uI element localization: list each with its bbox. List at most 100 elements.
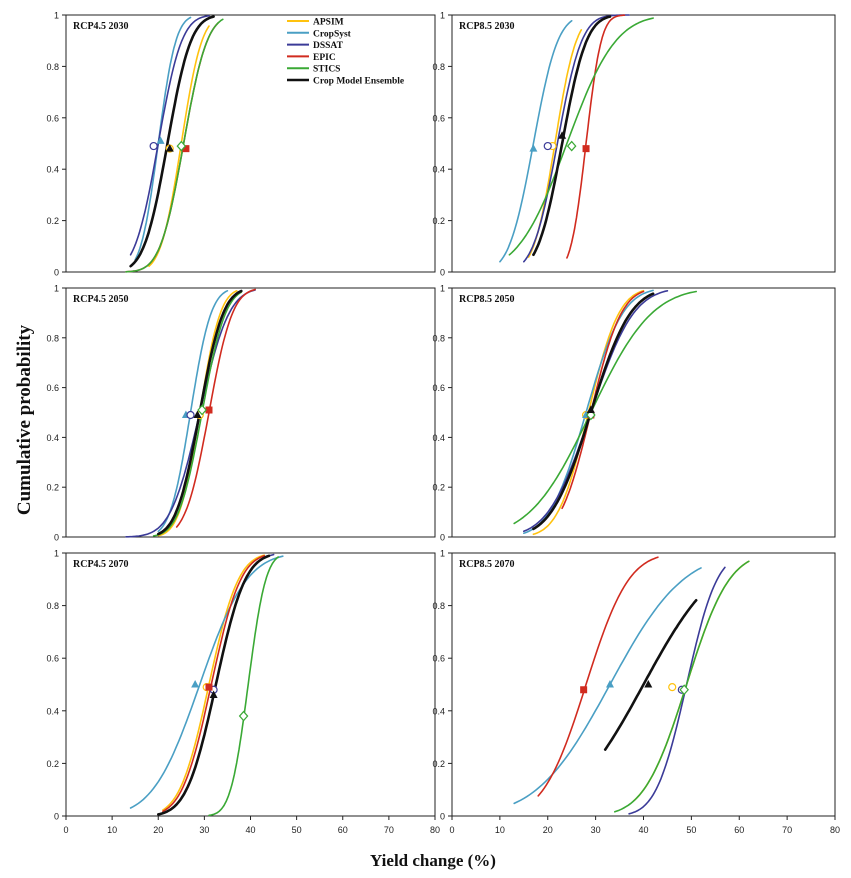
x-tick-label: 70 [782,825,792,835]
y-tick-label: 1 [440,549,445,559]
y-tick-label: 0.6 [432,654,445,664]
panel-title: RCP8.5 2070 [459,559,515,570]
y-tick-label: 0.8 [432,62,445,72]
y-tick-label: 0.2 [46,216,59,226]
y-tick-label: 0 [440,533,445,543]
legend-item-stics: STICS [287,65,340,75]
series-line-apsim [162,554,266,811]
median-marker-crop-model-ensemble [586,405,595,414]
x-tick-label: 60 [338,825,348,835]
median-marker-cropsyst [191,680,200,688]
median-marker-dssat [543,141,552,151]
x-tick-label: 30 [591,825,601,835]
panel-title: RCP8.5 2030 [459,21,515,32]
y-tick-label: 1 [440,11,445,21]
y-tick-label: 0.8 [432,333,445,343]
series-line-epic [561,290,645,510]
x-tick-label: 40 [245,825,255,835]
y-tick-label: 0.2 [432,483,445,493]
x-tick-label: 70 [384,825,394,835]
y-tick-label: 0.6 [46,654,59,664]
panel-title: RCP8.5 2050 [459,294,515,305]
panel-title: RCP4.5 2050 [73,294,129,305]
panel-frame [65,552,436,817]
y-tick-label: 0.2 [46,759,59,769]
series-line-dssat [125,289,256,538]
median-marker-dssat [149,141,158,151]
x-tick-label: 50 [686,825,696,835]
series-line-epic [537,556,659,797]
median-marker-cropsyst [605,680,614,688]
series-line-cropsyst [134,16,192,261]
y-tick-label: 0 [54,812,59,822]
legend-item-epic: EPIC [287,53,336,63]
median-marker-stics [176,140,187,152]
y-tick-label: 0.4 [432,165,445,175]
legend-label: Crop Model Ensemble [313,77,404,87]
y-tick-label: 0.4 [46,433,59,443]
x-tick-label: 20 [543,825,553,835]
series-line-stics [613,560,750,813]
series-line-epic [162,554,266,813]
y-tick-label: 0.4 [432,433,445,443]
median-marker-crop-model-ensemble [558,131,567,139]
series-line-dssat [522,14,630,263]
median-marker-epic [580,686,588,694]
x-tick-label: 10 [495,825,505,835]
y-tick-label: 0.8 [46,62,59,72]
median-marker-stics [566,140,577,152]
y-tick-label: 0.6 [46,113,59,123]
legend-item-crop-model-ensemble: Crop Model Ensemble [287,77,404,87]
legend-item-dssat: DSSAT [287,41,344,51]
x-tick-label: 0 [449,825,454,835]
panel-frame [451,287,836,538]
panel-frame [65,14,436,273]
x-tick-label: 80 [830,825,840,835]
y-tick-label: 0 [440,812,445,822]
x-tick-label: 80 [430,825,440,835]
y-tick-label: 0 [54,533,59,543]
panel-rcp8-5-2050: 0 0.2 0.4 0.6 0.8 1 RCP8.5 2050 [432,284,836,543]
y-tick-label: 0.6 [46,383,59,393]
y-tick-label: 0.6 [432,113,445,123]
legend-label: DSSAT [313,41,344,51]
y-tick-label: 1 [54,284,59,294]
y-tick-label: 0.6 [432,383,445,393]
series-line-crop-model-ensemble [532,292,655,531]
median-marker-epic [582,145,590,153]
y-tick-label: 0.8 [432,601,445,611]
median-marker-cropsyst [156,136,165,144]
series-line-stics [508,17,654,256]
series-line-dssat [628,566,726,815]
median-marker-epic [205,683,213,691]
median-marker-dssat [186,410,195,420]
median-marker-cropsyst [529,144,538,152]
x-tick-label: 40 [638,825,648,835]
y-axis-title: Cumulative probability [14,324,35,515]
series-line-cropsyst [499,19,573,263]
legend-label: APSIM [313,18,344,28]
series-line-crop-model-ensemble [129,15,215,268]
median-marker-crop-model-ensemble [165,144,174,152]
panel-rcp4-5-2050: 0 0.2 0.4 0.6 0.8 1 RCP4.5 2050 [46,284,436,543]
y-tick-label: 1 [54,549,59,559]
legend-item-cropsyst: CropSyst [287,29,352,39]
legend-label: STICS [313,65,340,75]
median-marker-crop-model-ensemble [193,410,202,418]
y-tick-label: 0 [54,268,59,278]
x-tick-label: 20 [153,825,163,835]
median-marker-stics [238,710,249,722]
y-tick-label: 1 [54,11,59,21]
median-marker-apsim [668,683,677,692]
series-line-epic [175,288,256,528]
panel-rcp8-5-2030: 0 0.2 0.4 0.6 0.8 1 RCP8.5 2030 [432,11,836,278]
series-line-crop-model-ensemble [532,15,612,257]
legend-item-apsim: APSIM [287,18,344,28]
series-line-cropsyst [513,567,702,805]
y-tick-label: 0.4 [432,706,445,716]
panel-title: RCP4.5 2070 [73,559,129,570]
series-line-stics [513,290,698,525]
median-marker-epic [182,145,190,153]
